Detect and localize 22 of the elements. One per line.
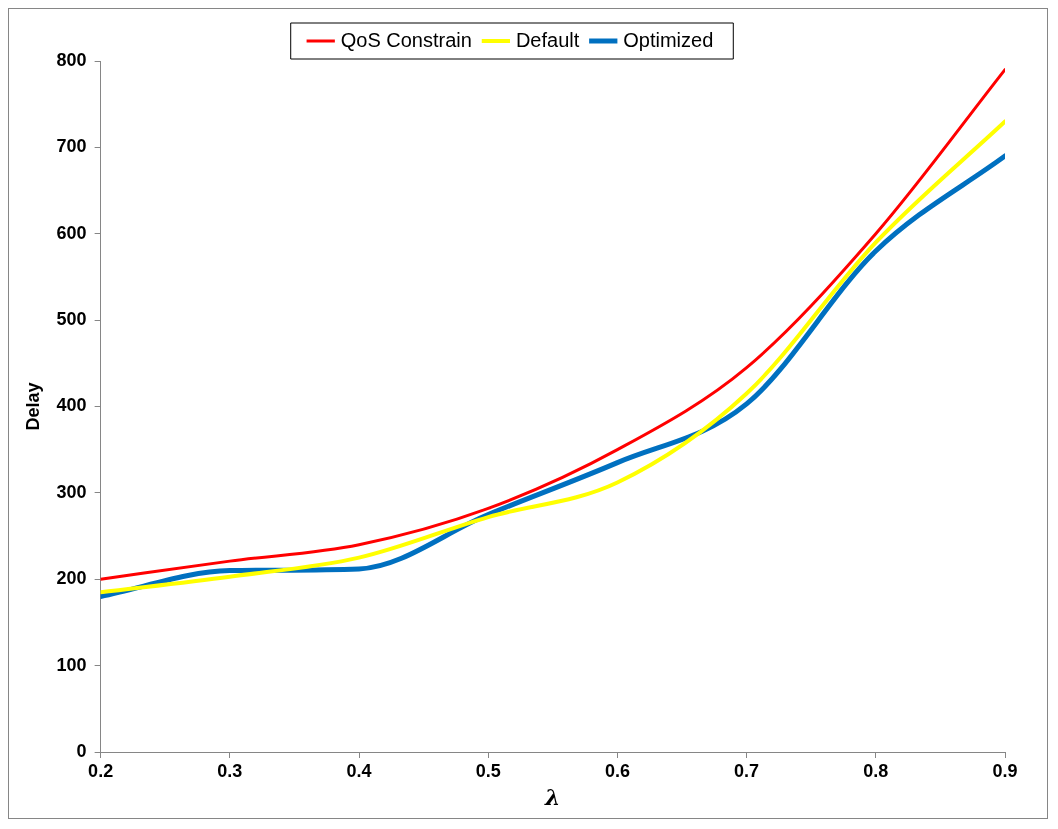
x-tick-label: 0.9 <box>992 760 1018 781</box>
x-tick-label: 0.8 <box>863 760 889 781</box>
x-axis-title: λ <box>544 783 561 810</box>
y-tick-label: 200 <box>56 568 87 589</box>
legend-label: QoS Constrain <box>340 28 472 51</box>
legend-label: Default <box>515 28 580 51</box>
y-tick-label: 100 <box>56 654 87 675</box>
y-tick-label: 400 <box>56 395 87 416</box>
y-tick-label: 800 <box>56 49 87 70</box>
x-tick-label: 0.6 <box>604 760 630 781</box>
y-tick-label: 500 <box>56 309 87 330</box>
y-tick-label: 700 <box>56 136 87 157</box>
legend-label: Optimized <box>623 28 714 51</box>
x-tick-label: 0.7 <box>734 760 760 781</box>
x-tick-label: 0.5 <box>475 760 501 781</box>
x-tick-label: 0.2 <box>88 760 114 781</box>
x-tick-label: 0.4 <box>346 760 372 781</box>
y-tick-label: 300 <box>56 481 87 502</box>
y-axis-title: Delay <box>22 382 43 431</box>
y-tick-label: 600 <box>56 222 87 243</box>
x-tick-label: 0.3 <box>217 760 243 781</box>
y-tick-label: 0 <box>76 740 87 761</box>
